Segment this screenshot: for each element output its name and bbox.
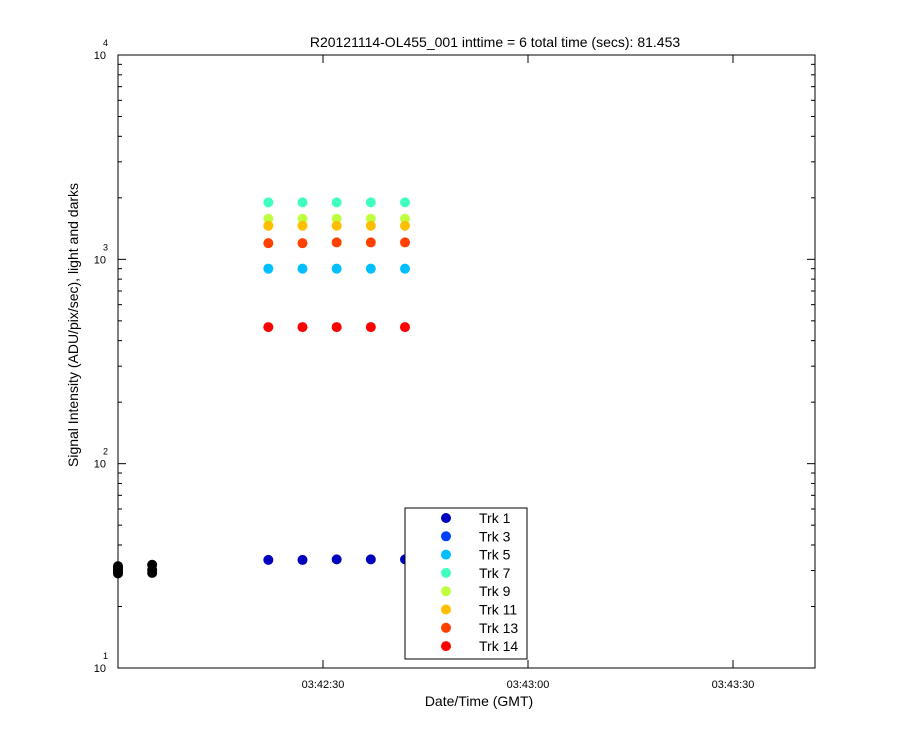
data-point bbox=[400, 237, 410, 248]
dark-point bbox=[113, 568, 123, 579]
x-axis-ticks: 03:42:30 03:43:00 03:43:30 bbox=[302, 55, 755, 691]
y-tick-label-base: 10 bbox=[94, 663, 106, 675]
x-tick-label: 03:42:30 bbox=[302, 679, 345, 691]
data-point bbox=[263, 238, 274, 249]
data-point bbox=[297, 263, 308, 274]
legend-marker bbox=[441, 586, 451, 597]
data-point bbox=[297, 197, 308, 208]
chart-title: R20121114-OL455_001 inttime = 6 total ti… bbox=[310, 34, 681, 50]
y-axis-label: Signal Intensity (ADU/pix/sec), light an… bbox=[65, 183, 81, 467]
data-point bbox=[365, 197, 376, 208]
data-point bbox=[297, 213, 308, 224]
legend-label: Trk 14 bbox=[479, 638, 518, 654]
legend-marker bbox=[441, 622, 451, 633]
y-major-ticks: 10 1 10 2 10 3 10 4 bbox=[94, 38, 815, 675]
data-point bbox=[365, 554, 376, 565]
y-tick-label-exponent: 4 bbox=[103, 38, 108, 48]
data-point bbox=[365, 237, 376, 248]
data-point bbox=[400, 220, 410, 231]
dark-point bbox=[113, 561, 123, 572]
legend-marker bbox=[441, 641, 451, 652]
data-point bbox=[263, 263, 274, 274]
data-point bbox=[400, 213, 410, 224]
legend-box bbox=[404, 507, 528, 660]
data-point bbox=[365, 220, 376, 231]
y-tick-label-exponent: 2 bbox=[103, 447, 108, 457]
data-point bbox=[400, 197, 410, 208]
data-point bbox=[263, 220, 274, 231]
y-tick-label-exponent: 1 bbox=[103, 651, 108, 661]
legend-label: Trk 3 bbox=[479, 528, 511, 544]
data-point bbox=[365, 322, 376, 333]
y-tick-label-base: 10 bbox=[94, 254, 106, 266]
legend-marker bbox=[441, 531, 451, 542]
legend: Trk 1 Trk 3 Trk 5 Trk 7 Trk 9 Trk 11 Trk 13 Trk… bbox=[404, 507, 528, 660]
x-tick-label: 03:43:00 bbox=[507, 679, 550, 691]
legend-marker bbox=[441, 513, 451, 523]
data-point bbox=[400, 322, 410, 333]
data-point bbox=[331, 263, 342, 274]
x-tick-label: 03:43:30 bbox=[712, 679, 755, 691]
data-point bbox=[263, 197, 274, 208]
legend-label: Trk 11 bbox=[479, 602, 517, 618]
data-point bbox=[331, 322, 342, 333]
data-point bbox=[331, 213, 342, 224]
legend-label: Trk 7 bbox=[479, 565, 511, 581]
data-point bbox=[297, 554, 308, 565]
dark-point bbox=[147, 567, 158, 578]
y-tick-label-base: 10 bbox=[94, 459, 106, 471]
legend-marker bbox=[441, 567, 451, 578]
data-point bbox=[331, 220, 342, 231]
legend-label: Trk 1 bbox=[479, 510, 511, 526]
x-axis-label: Date/Time (GMT) bbox=[425, 693, 533, 709]
data-point bbox=[263, 213, 274, 224]
y-minor-ticks bbox=[118, 63, 815, 607]
data-point bbox=[297, 322, 308, 333]
data-point bbox=[365, 263, 376, 274]
y-tick-label-base: 10 bbox=[94, 50, 106, 62]
data-point bbox=[400, 263, 410, 274]
data-point bbox=[331, 197, 342, 208]
legend-label: Trk 13 bbox=[479, 620, 518, 636]
legend-marker bbox=[441, 604, 451, 615]
data-point bbox=[297, 238, 308, 249]
data-point bbox=[331, 237, 342, 248]
data-point bbox=[331, 554, 342, 565]
legend-label: Trk 5 bbox=[479, 547, 511, 563]
legend-marker bbox=[441, 549, 451, 560]
legend-label: Trk 9 bbox=[479, 583, 511, 599]
data-point bbox=[297, 220, 308, 231]
data-point bbox=[263, 322, 274, 333]
data-point bbox=[263, 554, 274, 565]
y-tick-label-exponent: 3 bbox=[103, 242, 108, 252]
data-point bbox=[365, 213, 376, 224]
